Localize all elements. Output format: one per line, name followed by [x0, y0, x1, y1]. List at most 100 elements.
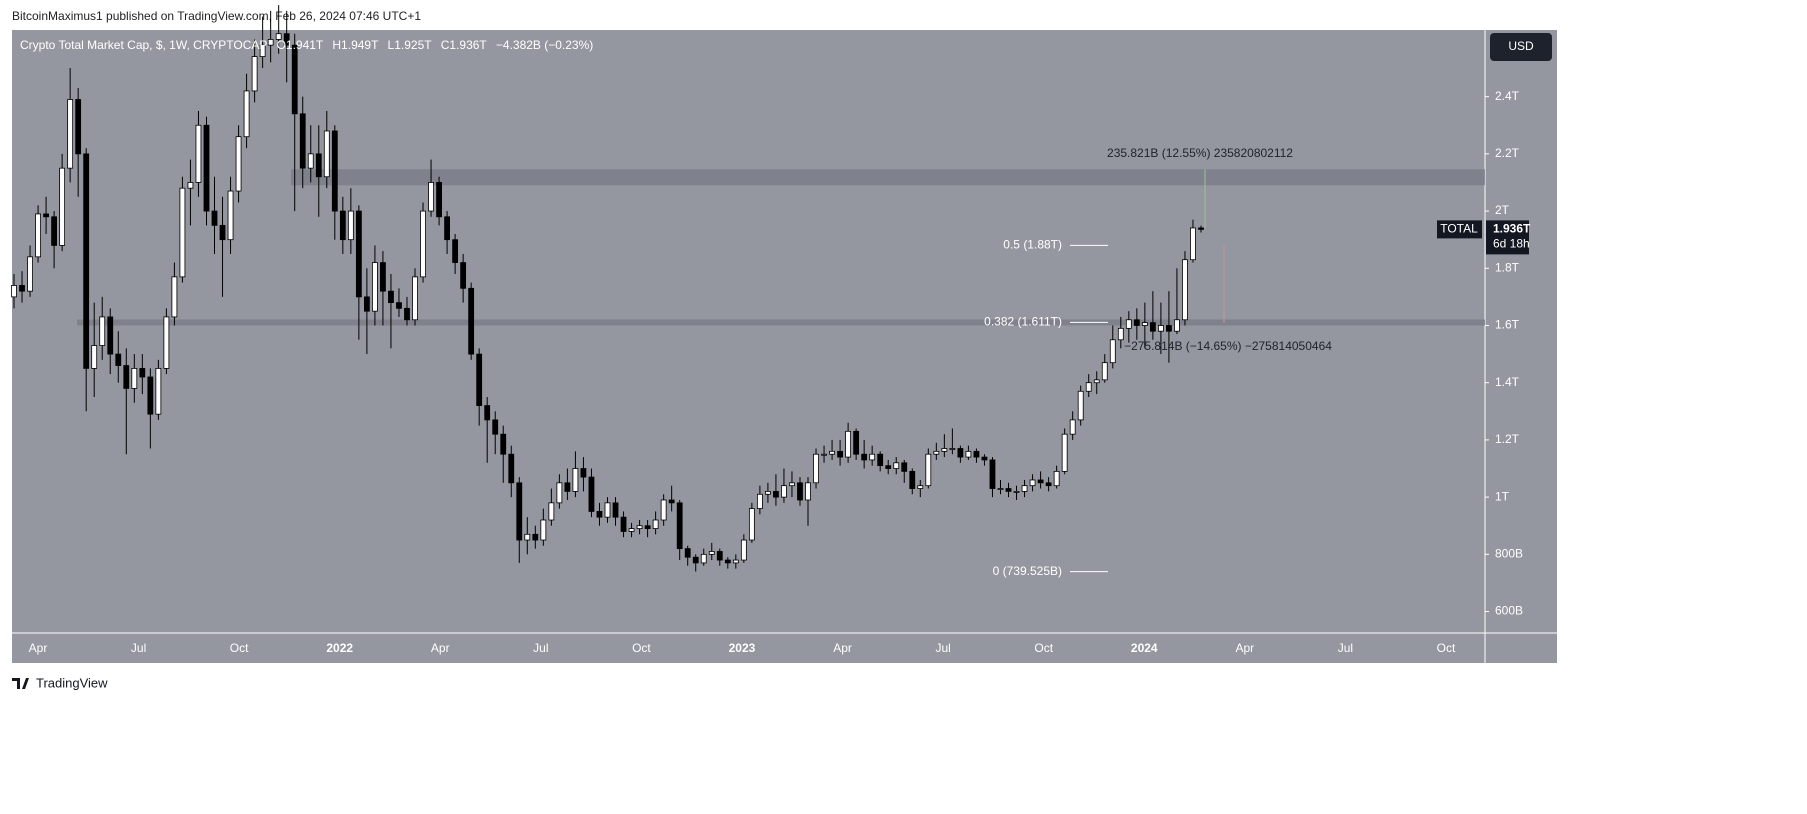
candle-body — [1053, 470, 1060, 487]
candle-body — [612, 502, 619, 518]
candle-body — [1174, 319, 1180, 332]
candle-body — [588, 476, 595, 512]
candle-body — [965, 450, 972, 458]
x-tick-label: Apr — [29, 641, 48, 655]
candle-body — [781, 485, 787, 498]
y-tick-label: 800B — [1495, 547, 1523, 561]
candle-body — [1005, 488, 1012, 492]
candle-body — [19, 285, 25, 292]
price-tag-box — [1486, 220, 1529, 255]
candle-body — [227, 190, 234, 241]
candle-body — [396, 302, 402, 309]
x-tick-label: 2022 — [326, 641, 353, 655]
candle-body — [773, 491, 779, 498]
x-tick-label: Oct — [632, 641, 651, 655]
candle-body — [75, 99, 82, 155]
candle-body — [957, 448, 964, 458]
candle-body — [115, 353, 122, 366]
symbol-header: Crypto Total Market Cap, $, 1W, CRYPTOCA… — [20, 38, 593, 52]
x-tick-label: Jul — [533, 641, 548, 655]
candle-body — [460, 262, 467, 289]
symbol: Crypto Total Market Cap, $, 1W, CRYPTOCA… — [20, 38, 267, 52]
candle-body — [147, 376, 154, 415]
candle-body — [1149, 322, 1156, 332]
y-tick-label: 2.2T — [1495, 146, 1520, 160]
candle-body — [869, 453, 876, 461]
price-tag-label: 1.936T — [1493, 222, 1531, 236]
candle-body — [724, 559, 731, 564]
candle-body — [668, 499, 675, 504]
ohlc-close: C1.936T — [441, 38, 488, 52]
candle-body — [740, 539, 747, 561]
plot-area — [12, 30, 1485, 633]
candle-body — [412, 276, 418, 321]
candle-body — [532, 533, 539, 541]
candle-body — [59, 167, 66, 246]
candle-body — [275, 33, 282, 40]
candle-body — [468, 287, 475, 355]
candle-body — [307, 153, 314, 169]
candle-body — [596, 511, 603, 518]
candle-body — [259, 44, 266, 58]
candle-body — [973, 450, 980, 458]
candle-body — [283, 33, 290, 46]
candle-body — [1117, 327, 1124, 341]
candle-body — [187, 182, 194, 189]
candle-body — [315, 153, 322, 178]
candle-body — [949, 448, 956, 450]
candle-body — [813, 453, 819, 484]
candle-body — [628, 528, 635, 532]
candle-body — [580, 468, 587, 478]
candle-body — [933, 450, 940, 455]
candle-body — [331, 130, 338, 212]
candle-body — [203, 124, 210, 212]
candle-body — [500, 433, 507, 455]
candle-body — [1166, 325, 1172, 332]
candle-body — [716, 551, 723, 561]
candle-body — [291, 44, 298, 115]
currency-button[interactable] — [1490, 33, 1552, 61]
candle-body — [676, 502, 683, 550]
candle-body — [51, 216, 58, 246]
candle-body — [877, 453, 884, 467]
candle-body — [1013, 491, 1020, 493]
y-tick-label: 1.8T — [1495, 260, 1520, 274]
candle-body — [235, 136, 242, 192]
candle-body — [789, 482, 795, 487]
measure-label: 235.821B (12.55%) 235820802112 — [1107, 146, 1293, 160]
x-tick-label: Apr — [431, 641, 450, 655]
candle-body — [1061, 433, 1068, 472]
candle-body — [492, 419, 499, 435]
y-tick-label: 600B — [1495, 604, 1523, 618]
time-axis — [12, 633, 1557, 663]
candle-body — [708, 551, 715, 555]
candle-body — [27, 256, 33, 292]
candle-body — [83, 153, 90, 369]
ohlc-change: −4.382B (−0.23%) — [496, 38, 593, 52]
logo-mark — [12, 678, 29, 689]
candle-body — [1198, 227, 1204, 230]
x-tick-label: Jul — [935, 641, 950, 655]
candle-body — [267, 39, 274, 46]
candle-body — [131, 368, 138, 389]
candle-body — [652, 519, 659, 529]
candle-body — [339, 210, 346, 241]
candle-body — [171, 276, 178, 318]
candle-body — [107, 316, 114, 355]
x-tick-label: Jul — [131, 641, 146, 655]
candle-body — [981, 456, 988, 461]
candle-body — [347, 210, 354, 241]
candle-body — [363, 296, 370, 312]
candle-body — [548, 502, 555, 521]
candle-body — [748, 508, 755, 541]
footer-logo — [12, 678, 29, 689]
candle-body — [67, 99, 74, 169]
candle-body — [572, 468, 579, 492]
candle-body — [35, 213, 41, 258]
candle-body — [251, 56, 258, 92]
fib-label: 0.5 (1.88T) — [1003, 238, 1062, 252]
x-tick-label: 2024 — [1131, 641, 1158, 655]
candle-body — [372, 262, 378, 312]
candle-body — [139, 368, 146, 378]
candle-body — [1133, 319, 1140, 326]
